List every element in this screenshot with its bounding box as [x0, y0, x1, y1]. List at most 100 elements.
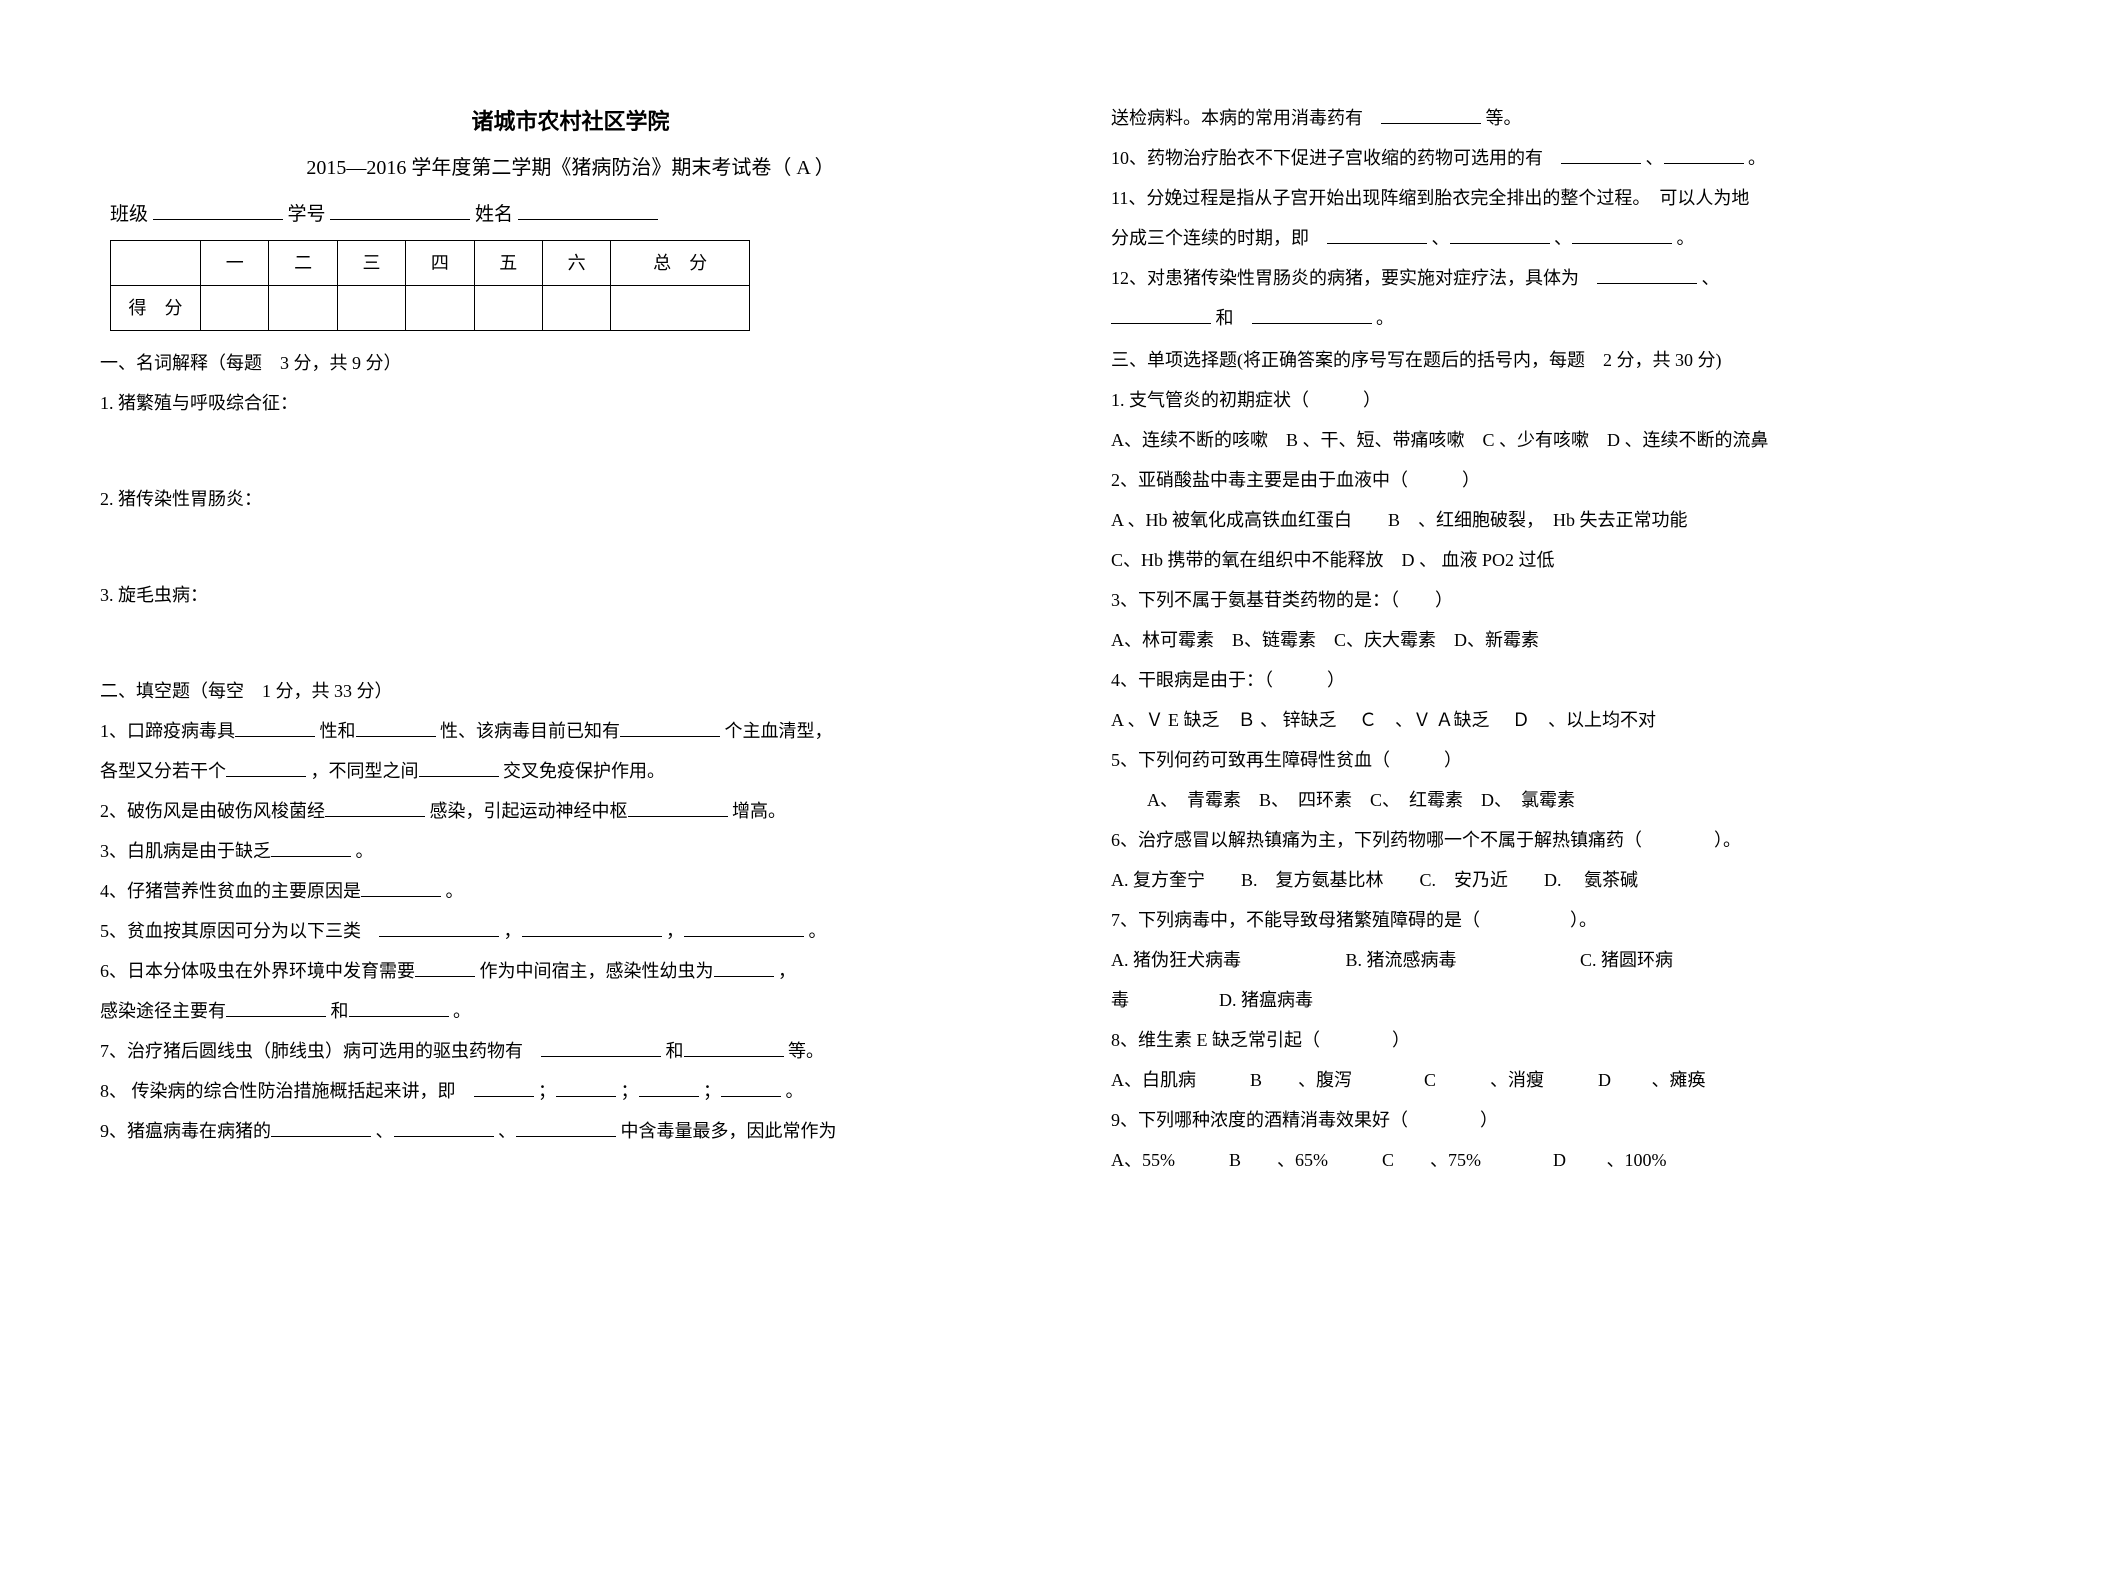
blank[interactable] — [349, 999, 449, 1017]
text: 、 — [1432, 228, 1450, 248]
student-info-line: 班级 学号 姓名 — [100, 196, 1041, 234]
blank[interactable] — [522, 919, 662, 937]
score-col: 五 — [474, 241, 542, 286]
exam-version: A — [796, 157, 809, 179]
s3-q7-l2: 毒 D. 猪瘟病毒 — [1111, 982, 2052, 1018]
opt-c: C. 猪圆环病 — [1580, 950, 1673, 970]
exam-title-suf: ） — [815, 157, 835, 179]
text: ， — [778, 961, 796, 981]
s2-q6: 6、日本分体吸虫在外界环境中发育需要 作为中间宿主，感染性幼虫为 ， — [100, 953, 1041, 989]
opt-a: A. 猪伪狂犬病毒 — [1111, 942, 1341, 978]
text: 。 — [446, 881, 464, 901]
blank[interactable] — [1327, 226, 1427, 244]
blank[interactable] — [226, 999, 326, 1017]
s2-q4: 4、仔猪营养性贫血的主要原因是 。 — [100, 873, 1041, 909]
blank[interactable] — [556, 1079, 616, 1097]
blank[interactable] — [714, 959, 774, 977]
blank[interactable] — [516, 1119, 616, 1137]
blank[interactable] — [1572, 226, 1672, 244]
s3-q5: 5、下列何药可致再生障碍性贫血（ ） — [1111, 742, 2052, 778]
s3-q9-opts: A、55% B 、65% C 、75% D 、100% — [1111, 1142, 2052, 1178]
blank[interactable] — [1561, 146, 1641, 164]
text: 、 — [376, 1121, 394, 1141]
s2-q8: 8、 传染病的综合性防治措施概括起来讲，即 ； ； ； 。 — [100, 1073, 1041, 1109]
section-2-heading: 二、填空题（每空 1 分，共 33 分） — [100, 673, 1041, 709]
blank[interactable] — [356, 719, 436, 737]
text: ； — [621, 1081, 639, 1101]
blank[interactable] — [684, 1039, 784, 1057]
blank[interactable] — [379, 919, 499, 937]
blank[interactable] — [415, 959, 475, 977]
text: 10、药物治疗胎衣不下促进子宫收缩的药物可选用的有 — [1111, 148, 1543, 168]
blank-stuno[interactable] — [330, 219, 470, 220]
blank[interactable] — [419, 759, 499, 777]
blank[interactable] — [361, 879, 441, 897]
s1-q1: 1. 猪繁殖与呼吸综合征： — [100, 385, 1041, 421]
section-3-heading: 三、单项选择题(将正确答案的序号写在题后的括号内，每题 2 分，共 30 分) — [1111, 342, 2052, 378]
text: ； — [703, 1081, 721, 1101]
text: 。 — [1376, 308, 1394, 328]
s3-q3-opts: A、林可霉素 B、链霉素 C、庆大霉素 D、新霉素 — [1111, 622, 2052, 658]
text: 性和 — [320, 721, 356, 741]
score-col: 六 — [542, 241, 610, 286]
s3-q8-opts: A、白肌病 B 、腹泻 C 、消瘦 D 、瘫痪 — [1111, 1062, 2052, 1098]
s3-q1: 1. 支气管炎的初期症状（ ） — [1111, 382, 2052, 418]
s3-q8: 8、维生素 E 缺乏常引起（ ） — [1111, 1022, 2052, 1058]
s2-q2: 2、破伤风是由破伤风梭菌经 感染，引起运动神经中枢 增高。 — [100, 793, 1041, 829]
blank[interactable] — [541, 1039, 661, 1057]
blank[interactable] — [1597, 266, 1697, 284]
score-row-label: 得 分 — [111, 286, 201, 331]
blank[interactable] — [271, 839, 351, 857]
s2-q11b: 分成三个连续的时期，即 、 、 。 — [1111, 220, 2052, 256]
s2-q3: 3、白肌病是由于缺乏 。 — [100, 833, 1041, 869]
s1-q3: 3. 旋毛虫病： — [100, 577, 1041, 613]
blank[interactable] — [235, 719, 315, 737]
text: 、 — [1554, 228, 1572, 248]
blank[interactable] — [325, 799, 425, 817]
blank-name[interactable] — [518, 219, 658, 220]
exam-title: 2015—2016 学年度第二学期《猪病防治》期末考试卷（ A ） — [100, 148, 1041, 188]
blank[interactable] — [1111, 306, 1211, 324]
s2-q5: 5、贫血按其原因可分为以下三类 ， ， 。 — [100, 913, 1041, 949]
text: 个主血清型， — [725, 721, 833, 741]
text: 交叉免疫保护作用。 — [503, 761, 665, 781]
text: ， — [666, 921, 684, 941]
s3-q5-opts: A、 青霉素 B、 四环素 C、 红霉素 D、 氯霉素 — [1111, 782, 2052, 818]
text: ， — [504, 921, 522, 941]
text: 。 — [1677, 228, 1695, 248]
text: 各型又分若干个 — [100, 761, 226, 781]
score-col: 四 — [406, 241, 474, 286]
blank[interactable] — [721, 1079, 781, 1097]
blank[interactable] — [226, 759, 306, 777]
text: ； — [538, 1081, 556, 1101]
blank[interactable] — [1252, 306, 1372, 324]
blank[interactable] — [474, 1079, 534, 1097]
blank[interactable] — [684, 919, 804, 937]
blank[interactable] — [394, 1119, 494, 1137]
text: 感染，引起运动神经中枢 — [430, 801, 628, 821]
exam-title-pre: 2015—2016 学年度第二学期《猪病防治》期末考试卷（ — [306, 157, 791, 179]
blank[interactable] — [620, 719, 720, 737]
s3-q2-l1: A 、Hb 被氧化成高铁血红蛋白 B 、红细胞破裂， Hb 失去正常功能 — [1111, 502, 2052, 538]
label-class: 班级 — [110, 204, 148, 225]
s3-q3: 3、下列不属于氨基苷类药物的是：（ ） — [1111, 582, 2052, 618]
blank-class[interactable] — [153, 219, 283, 220]
blank[interactable] — [271, 1119, 371, 1137]
s3-q4: 4、干眼病是由于：（ ） — [1111, 662, 2052, 698]
score-col: 二 — [269, 241, 337, 286]
blank[interactable] — [1664, 146, 1744, 164]
text: 性、该病毒目前已知有 — [440, 721, 620, 741]
score-col: 一 — [201, 241, 269, 286]
blank[interactable] — [1450, 226, 1550, 244]
s3-q7: 7、下列病毒中，不能导致母猪繁殖障碍的是（ ）。 — [1111, 902, 2052, 938]
s3-q7-l1: A. 猪伪狂犬病毒 B. 猪流感病毒 C. 猪圆环病 — [1111, 942, 2052, 978]
s3-q6: 6、治疗感冒以解热镇痛为主，下列药物哪一个不属于解热镇痛药（ ）。 — [1111, 822, 2052, 858]
blank[interactable] — [1381, 106, 1481, 124]
s2-q11: 11、分娩过程是指从子宫开始出现阵缩到胎衣完全排出的整个过程。 可以人为地 — [1111, 180, 2052, 216]
s2-q1b: 各型又分若干个 ，不同型之间 交叉免疫保护作用。 — [100, 753, 1041, 789]
score-col: 三 — [337, 241, 405, 286]
s2-q9b: 送检病料。本病的常用消毒药有 等。 — [1111, 100, 2052, 136]
blank[interactable] — [628, 799, 728, 817]
text: 、 — [498, 1121, 516, 1141]
blank[interactable] — [639, 1079, 699, 1097]
